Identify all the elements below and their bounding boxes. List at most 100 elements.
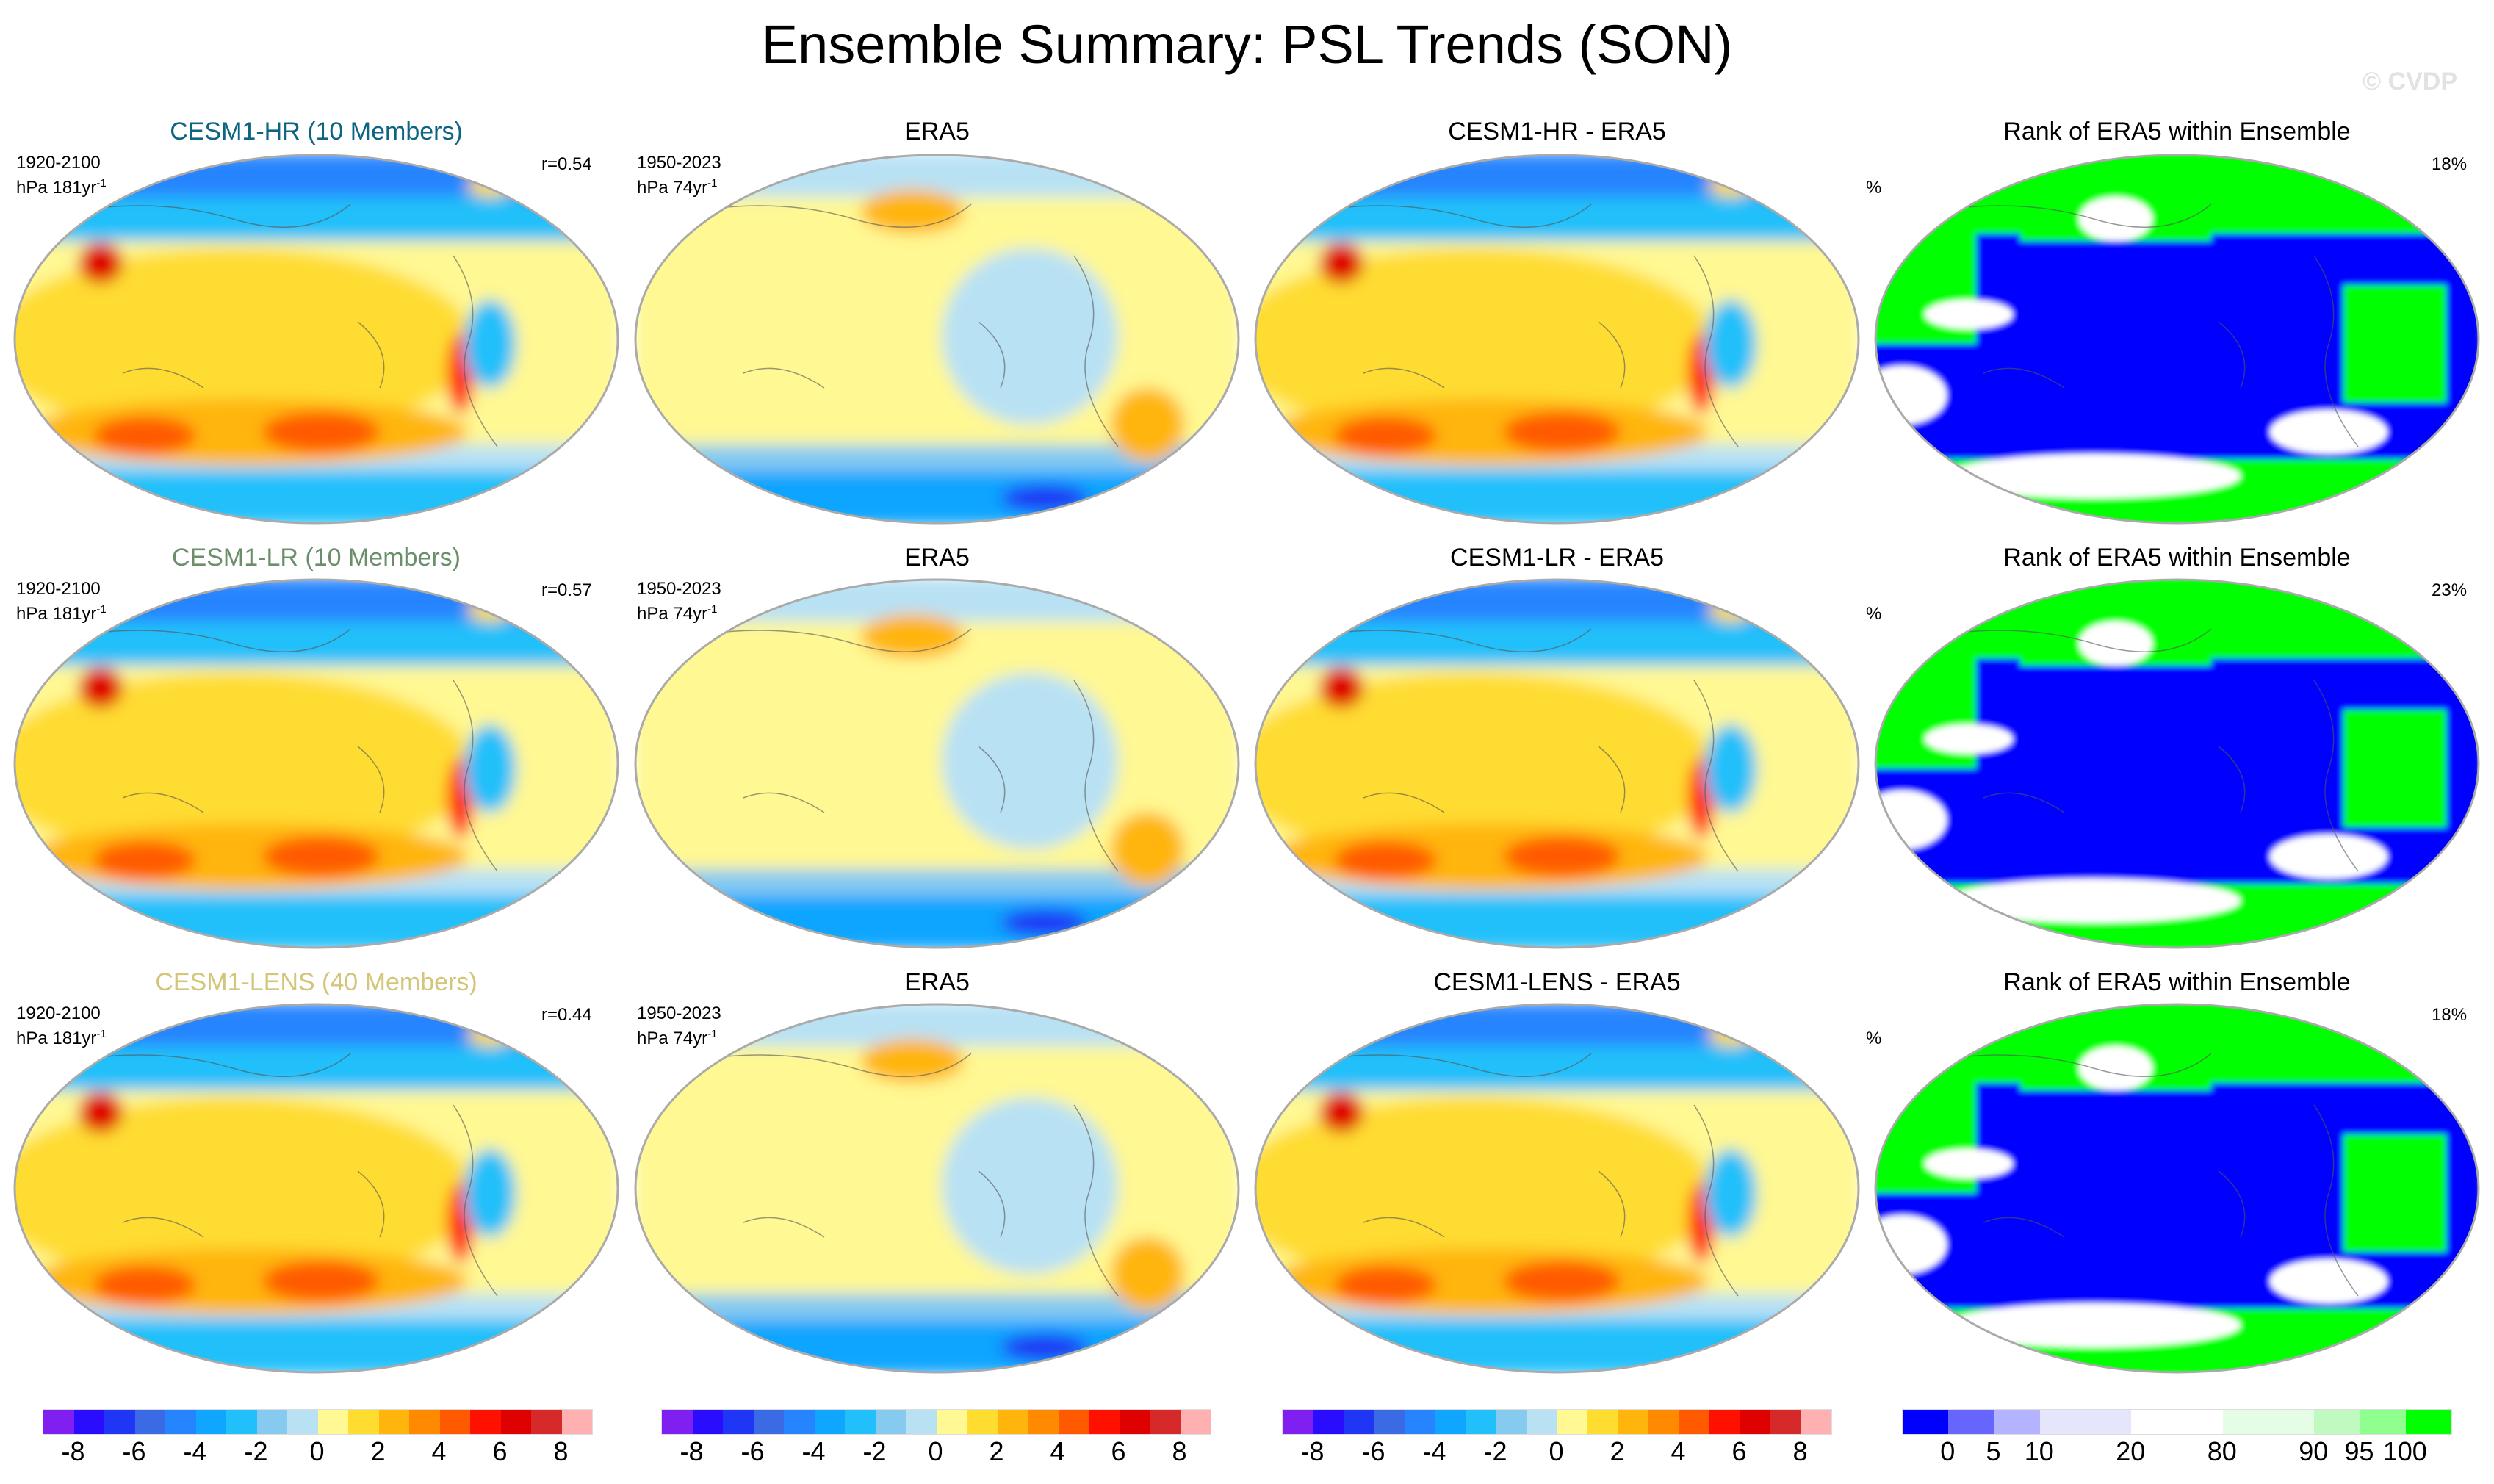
obs-units: hPa 74yr-1 [637, 1024, 717, 1049]
colorbar-label: 5 [1986, 1436, 2001, 1466]
trend-colorbar [661, 1409, 1211, 1435]
colorbar-swatch [1344, 1410, 1374, 1434]
obs-title: ERA5 [904, 544, 970, 572]
colorbar-swatch [317, 1410, 348, 1434]
colorbar-label: 6 [1731, 1436, 1747, 1466]
colorbar-swatch [2405, 1410, 2451, 1434]
correlation-value: r=0.54 [541, 154, 592, 174]
colorbar-swatch [1740, 1410, 1770, 1434]
colorbar-label: 6 [1111, 1436, 1126, 1466]
colorbar-label: 4 [1671, 1436, 1686, 1466]
trend-map [13, 154, 619, 525]
colorbar-swatch [936, 1410, 967, 1434]
rank-title: Rank of ERA5 within Ensemble [2003, 118, 2351, 145]
colorbar-swatch [1089, 1410, 1120, 1434]
colorbar-label: 0 [928, 1436, 943, 1466]
colorbar-swatch [1948, 1410, 1994, 1434]
colorbar-label: 8 [553, 1436, 569, 1466]
colorbar-label: 6 [492, 1436, 508, 1466]
model-units: hPa 181yr-1 [16, 599, 107, 624]
units-exponent: -1 [707, 177, 718, 190]
model-title: CESM1-HR (10 Members) [170, 118, 463, 145]
colorbar-swatch [784, 1410, 815, 1434]
rank-percent: 18% [2432, 154, 2468, 174]
colorbar-label: -4 [801, 1436, 826, 1466]
colorbar-swatch [2222, 1410, 2315, 1434]
colorbar-swatch [1435, 1410, 1466, 1434]
diff-title: CESM1-LENS - ERA5 [1433, 968, 1681, 996]
colorbar-swatch [348, 1410, 379, 1434]
colorbar-swatch [165, 1410, 196, 1434]
trend-colorbar [1282, 1409, 1832, 1435]
colorbar-label: 80 [2207, 1436, 2237, 1466]
colorbar-label: 10 [2024, 1436, 2054, 1466]
colorbar-label: -8 [680, 1436, 704, 1466]
colorbar-label: 4 [1050, 1436, 1065, 1466]
model-period: 1920-2100 [16, 579, 101, 599]
rank-map [1874, 154, 2480, 525]
colorbar-swatch [1527, 1410, 1557, 1434]
model-title: CESM1-LENS (40 Members) [155, 968, 477, 996]
colorbar-swatch [2039, 1410, 2132, 1434]
colorbar-swatch [1648, 1410, 1679, 1434]
colorbar-swatch [692, 1410, 723, 1434]
trend-map [13, 578, 619, 949]
colorbar-swatch [1313, 1410, 1344, 1434]
colorbar-swatch [1618, 1410, 1648, 1434]
colorbar-swatch [104, 1410, 135, 1434]
rank-map [1874, 1003, 2480, 1374]
colorbar-swatch [1679, 1410, 1709, 1434]
colorbar-swatch [531, 1410, 562, 1434]
colorbar-label: 2 [370, 1436, 386, 1466]
units-text: hPa 74yr [637, 604, 708, 624]
colorbar-label: -6 [1361, 1436, 1385, 1466]
trend-map [13, 1003, 619, 1374]
colorbar-label: -6 [740, 1436, 765, 1466]
colorbar-label: 2 [989, 1436, 1004, 1466]
units-text: hPa 181yr [16, 178, 97, 198]
colorbar-label: -8 [1300, 1436, 1325, 1466]
units-exponent: -1 [96, 1028, 107, 1040]
colorbar-swatch [409, 1410, 440, 1434]
colorbar-label: 95 [2344, 1436, 2374, 1466]
colorbar-swatch [378, 1410, 409, 1434]
colorbar-swatch [1150, 1410, 1181, 1434]
colorbar-swatch [906, 1410, 937, 1434]
colorbar-swatch [1557, 1410, 1587, 1434]
colorbar-label: 20 [2116, 1436, 2146, 1466]
trend-map [634, 154, 1240, 525]
model-units: hPa 181yr-1 [16, 1024, 107, 1049]
model-period: 1920-2100 [16, 153, 101, 173]
colorbar-label: 0 [309, 1436, 325, 1466]
colorbar-label: -4 [1422, 1436, 1446, 1466]
obs-units: hPa 74yr-1 [637, 173, 717, 198]
colorbar-swatch [2314, 1410, 2360, 1434]
main-title: Ensemble Summary: PSL Trends (SON) [761, 14, 1733, 75]
obs-units: hPa 74yr-1 [637, 599, 717, 624]
colorbar-label: -2 [862, 1436, 887, 1466]
units-exponent: -1 [96, 177, 107, 190]
colorbar-label: 4 [431, 1436, 447, 1466]
trend-map [634, 578, 1240, 949]
colorbar-swatch [875, 1410, 906, 1434]
colorbar-label: -8 [61, 1436, 85, 1466]
colorbar-swatch [753, 1410, 784, 1434]
watermark: © CVDP [2363, 68, 2457, 96]
rank-title: Rank of ERA5 within Ensemble [2003, 544, 2351, 572]
colorbar-swatch [73, 1410, 104, 1434]
colorbar-label: 2 [1610, 1436, 1625, 1466]
colorbar-swatch [439, 1410, 470, 1434]
correlation-value: r=0.57 [541, 580, 592, 600]
rank-unit: % [1866, 604, 1882, 624]
trend-map [1254, 578, 1860, 949]
colorbar-swatch [470, 1410, 501, 1434]
obs-title: ERA5 [904, 968, 970, 996]
trend-map [634, 1003, 1240, 1374]
units-text: hPa 181yr [16, 604, 97, 624]
colorbar-label: 8 [1172, 1436, 1187, 1466]
colorbar-label: 0 [1940, 1436, 1956, 1466]
colorbar-swatch [1283, 1410, 1313, 1434]
colorbar-swatch [1058, 1410, 1089, 1434]
diff-title: CESM1-HR - ERA5 [1448, 118, 1666, 145]
obs-title: ERA5 [904, 118, 970, 145]
